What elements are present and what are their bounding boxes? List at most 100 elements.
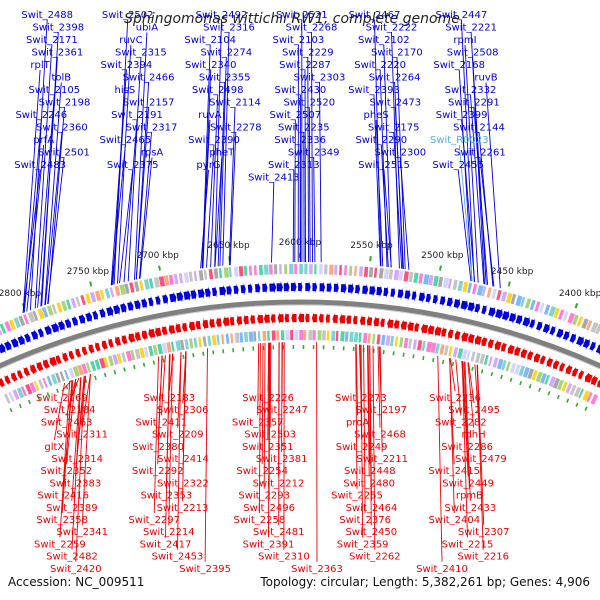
gene-label[interactable]: Swit_2292 (132, 355, 184, 477)
gene-label[interactable]: rpmB (456, 361, 483, 502)
gene-label[interactable]: Swit_2495 (448, 362, 500, 417)
gene-label[interactable]: rdhH (462, 362, 486, 441)
gene-label[interactable]: Swit_2399 (436, 110, 488, 282)
gene-label[interactable]: Swit_2297 (128, 356, 180, 527)
gene-label[interactable]: Swit_2498 (192, 85, 244, 268)
gene-label[interactable]: rpmI (453, 35, 479, 283)
gene-label[interactable]: Swit_2287 (279, 60, 331, 263)
gene-label[interactable]: Swit_2214 (143, 353, 195, 539)
gene-label[interactable]: Swit_2222 (366, 23, 418, 269)
gene-label[interactable]: Swit_2357 (232, 343, 284, 428)
gene-label[interactable]: Swit_2480 (343, 345, 395, 489)
gene-label[interactable]: Swit_2268 (286, 23, 338, 263)
gene-label[interactable]: Swit_2171 (26, 35, 78, 309)
gene-label[interactable]: Swit_2259 (34, 381, 86, 550)
gene-label[interactable]: Swit_2103 (273, 35, 325, 263)
gene-label[interactable]: Swit_2262 (349, 345, 401, 563)
gene-label[interactable]: Swit_2303 (294, 73, 346, 263)
gene-label[interactable]: Swit_2307 (458, 364, 510, 538)
gene-label[interactable]: Swit_2175 (368, 123, 420, 269)
gene-label[interactable]: Swit_2417 (140, 354, 192, 550)
gene-label[interactable]: Swit_2410 (416, 355, 468, 575)
gene-label[interactable]: Swit_2507 (269, 110, 321, 263)
gene-label[interactable]: rplT (22, 60, 51, 313)
gene-label[interactable]: Swit_2102 (358, 35, 410, 268)
gene-label[interactable]: Swit_2332 (445, 85, 497, 285)
gene-label[interactable]: Swit_2447 (436, 10, 488, 282)
gene-label[interactable]: Swit_2496 (243, 342, 295, 514)
gene-label[interactable]: Swit_2261 (454, 148, 506, 287)
gene-label[interactable]: Swit_2359 (337, 344, 389, 551)
gene-label[interactable]: Swit_2501 (38, 148, 90, 305)
gene-label[interactable]: Swit_2391 (243, 342, 295, 551)
gene-label[interactable]: Swit_2449 (442, 361, 494, 489)
gene-label[interactable]: Swit_2282 (435, 359, 487, 429)
gene-label[interactable]: Swit_2216 (457, 364, 509, 563)
gene-label[interactable]: hisS (110, 85, 135, 286)
gene-label[interactable]: Swit_2211 (356, 346, 408, 465)
gene-label[interactable]: Swit_2290 (355, 135, 407, 268)
gene-label[interactable]: pheS (364, 110, 389, 267)
gene-label[interactable]: Swit_2361 (32, 48, 84, 307)
gene-label[interactable]: Swit_2254 (236, 342, 288, 477)
gene-label[interactable]: Swit_2381 (256, 342, 308, 465)
gene-label[interactable]: Swit_2341 (56, 374, 108, 538)
gene-label[interactable]: Swit_2360 (36, 123, 88, 305)
gene-label[interactable]: Swit_2482 (46, 377, 98, 563)
gene-label[interactable]: Swit_2521 (276, 10, 328, 263)
gene-label[interactable]: Swit_2220 (354, 60, 406, 267)
gene-label[interactable]: Swit_2349 (288, 148, 340, 263)
gene-label[interactable]: Swit_2448 (344, 345, 396, 477)
gene-label[interactable]: Swit_2473 (369, 98, 421, 269)
gene-label[interactable]: Swit_2481 (253, 342, 305, 538)
gene-label[interactable]: Swit_2520 (283, 98, 335, 263)
gene-label[interactable]: Swit_2300 (374, 148, 426, 270)
gene-label[interactable]: Swit_2310 (258, 342, 310, 563)
gene-label[interactable]: Swit_2114 (209, 98, 261, 266)
gene-label[interactable]: Swit_2258 (234, 343, 286, 526)
gene-label[interactable]: Swit_2293 (238, 342, 290, 502)
gene-label[interactable]: Swit_2363 (291, 342, 343, 575)
gene-label[interactable]: Swit_2352 (40, 378, 92, 477)
gene-label[interactable]: Swit_2229 (282, 48, 334, 263)
gene-label[interactable]: Swit_2105 (28, 85, 80, 308)
gene-label[interactable]: pyrG (196, 160, 221, 269)
gene-label[interactable]: Swit_2395 (179, 348, 231, 575)
gene-label[interactable]: ruvA (198, 110, 222, 269)
gene-label[interactable]: Swit_2503 (244, 342, 296, 441)
gene-label[interactable]: Swit_2453 (152, 352, 204, 563)
gene-label[interactable]: Swit_2433 (445, 361, 497, 514)
gene-label[interactable]: prfA (26, 135, 54, 312)
gene-label[interactable]: Swit_2316 (203, 23, 255, 266)
gene-label[interactable]: Swit_2411 (135, 355, 187, 428)
gene-label[interactable]: Swit_2235 (278, 123, 330, 263)
gene-label[interactable]: Swit_2455 (432, 160, 484, 282)
gene-label[interactable]: Swit_2291 (448, 98, 500, 285)
gene-label[interactable]: Swit_2492 (196, 10, 248, 267)
gene-label[interactable]: ubiA (134, 23, 159, 280)
gene-label[interactable]: Swit_2317 (126, 123, 178, 279)
gene-label[interactable]: pheT (209, 148, 235, 267)
gene-label[interactable]: ruvB (474, 73, 501, 289)
gene-label[interactable]: Swit_2413 (248, 173, 300, 263)
gene-label[interactable]: Swit_2450 (345, 345, 397, 539)
gene-label[interactable]: Swit_2213 (157, 351, 209, 514)
gene-label[interactable]: Swit_2191 (111, 110, 163, 283)
gene-label[interactable]: ruvC (117, 35, 143, 284)
gene-label[interactable]: Swit_2465 (100, 135, 152, 286)
gene-label[interactable]: Swit_2483 (14, 160, 66, 313)
gene-label[interactable]: Swit_2355 (199, 73, 251, 267)
gene-label[interactable]: Swit_2255 (331, 344, 383, 502)
gene-label[interactable]: Swit_2508 (447, 48, 499, 285)
gene-label[interactable]: Swit_2278 (210, 123, 262, 266)
gene-label[interactable]: Swit_2315 (115, 48, 167, 282)
gene-label[interactable]: Swit_2390 (188, 135, 240, 268)
gene-label[interactable]: Swit_2157 (123, 98, 175, 280)
gene-label[interactable]: Swit_2389 (46, 377, 98, 514)
gene-label[interactable]: Swit_2420 (50, 376, 102, 575)
gene-label[interactable]: tolB (44, 73, 71, 306)
gene-label[interactable]: Swit_2404 (428, 358, 480, 526)
gene-label[interactable]: Swit_2467 (349, 10, 401, 267)
gene-label[interactable]: Swit_2274 (200, 48, 252, 267)
gene-label[interactable]: Swit_2375 (107, 160, 159, 284)
